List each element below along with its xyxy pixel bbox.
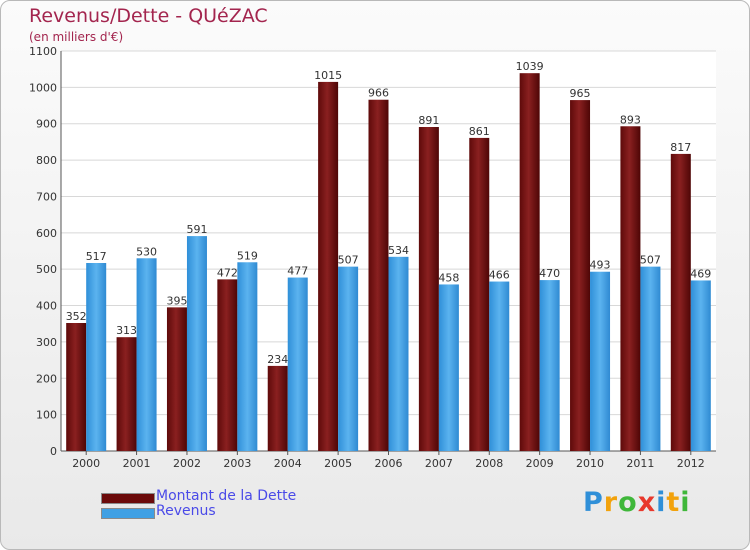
data-label-revenue: 477 [287, 265, 308, 278]
bar-revenue [86, 263, 107, 451]
data-label-revenue: 517 [86, 250, 107, 263]
y-tick-label: 300 [36, 336, 57, 349]
bar-revenue [388, 256, 409, 451]
x-tick-label: 2002 [173, 457, 201, 470]
legend-label-revenue: Revenus [156, 503, 216, 519]
bar-revenue [539, 280, 560, 451]
data-label-revenue: 493 [590, 259, 611, 272]
y-tick-label: 200 [36, 372, 57, 385]
data-label-revenue: 470 [539, 267, 560, 280]
bar-debt [66, 323, 87, 451]
bar-debt [217, 279, 238, 451]
bar-debt [670, 153, 691, 451]
bar-revenue [489, 281, 510, 451]
y-tick-label: 600 [36, 227, 57, 240]
data-label-revenue: 534 [388, 244, 409, 257]
data-label-debt: 817 [670, 141, 691, 154]
x-tick-label: 2007 [425, 457, 453, 470]
logo-letter: i [656, 487, 667, 518]
data-label-revenue: 591 [186, 223, 207, 236]
x-tick-label: 2005 [324, 457, 352, 470]
data-label-debt: 861 [469, 125, 490, 138]
chart-subtitle: (en milliers d'€) [29, 30, 124, 44]
logo-letter: P [583, 487, 604, 518]
legend-swatch-debt [101, 493, 155, 504]
proxiti-logo: Proxiti [583, 487, 691, 518]
bar-debt [418, 127, 439, 451]
chart-title: Revenus/Dette - QUéZAC [29, 5, 268, 27]
bar-debt [368, 99, 389, 452]
data-label-debt: 893 [620, 113, 641, 126]
y-tick-label: 800 [36, 154, 57, 167]
data-label-revenue: 530 [136, 245, 157, 258]
data-label-revenue: 458 [438, 271, 459, 284]
data-label-debt: 313 [116, 324, 137, 337]
data-label-debt: 965 [570, 87, 591, 100]
bar-debt [620, 126, 641, 451]
bar-debt [267, 365, 288, 451]
data-label-revenue: 519 [237, 249, 258, 262]
legend-swatch-revenue [101, 508, 155, 519]
x-tick-label: 2012 [677, 457, 705, 470]
y-tick-label: 700 [36, 190, 57, 203]
y-tick-label: 100 [36, 409, 57, 422]
bar-debt [116, 337, 137, 451]
bar-revenue [287, 277, 308, 451]
logo-letter: i [680, 487, 691, 518]
y-tick-label: 1100 [29, 45, 57, 58]
bar-debt [570, 100, 591, 451]
x-tick-label: 2003 [223, 457, 251, 470]
data-label-debt: 395 [166, 294, 187, 307]
x-tick-label: 2000 [72, 457, 100, 470]
bar-revenue [690, 280, 711, 451]
data-label-debt: 1015 [314, 69, 342, 82]
data-label-debt: 472 [217, 266, 238, 279]
data-label-debt: 1039 [516, 60, 544, 73]
x-tick-label: 2010 [576, 457, 604, 470]
data-label-revenue: 466 [489, 269, 510, 282]
y-tick-label: 500 [36, 263, 57, 276]
bar-debt [318, 81, 339, 451]
bar-revenue [237, 262, 258, 451]
data-label-revenue: 469 [690, 267, 711, 280]
legend-label-debt: Montant de la Dette [156, 488, 297, 504]
x-tick-label: 2009 [526, 457, 554, 470]
y-tick-label: 1000 [29, 81, 57, 94]
bar-debt [166, 307, 187, 451]
x-tick-label: 2006 [375, 457, 403, 470]
logo-letter: t [666, 487, 681, 518]
x-tick-label: 2004 [274, 457, 302, 470]
logo-letter: o [618, 487, 638, 518]
x-tick-label: 2011 [626, 457, 654, 470]
bar-revenue [136, 258, 157, 451]
x-tick-label: 2001 [123, 457, 151, 470]
data-label-debt: 352 [66, 310, 87, 323]
data-label-debt: 891 [418, 114, 439, 127]
y-tick-label: 400 [36, 300, 57, 313]
data-label-debt: 234 [267, 353, 288, 366]
bar-debt [519, 73, 540, 451]
bar-revenue [186, 236, 207, 451]
bar-debt [469, 137, 490, 451]
x-tick-label: 2008 [475, 457, 503, 470]
logo-letter: r [603, 487, 619, 518]
bar-revenue [640, 266, 661, 451]
data-label-debt: 966 [368, 87, 389, 100]
logo-letter: x [637, 487, 657, 518]
data-label-revenue: 507 [338, 254, 359, 267]
bar-revenue [338, 266, 359, 451]
data-label-revenue: 507 [640, 254, 661, 267]
bar-revenue [438, 284, 459, 451]
y-tick-label: 0 [50, 445, 57, 458]
bar-revenue [590, 271, 611, 451]
y-tick-label: 900 [36, 118, 57, 131]
